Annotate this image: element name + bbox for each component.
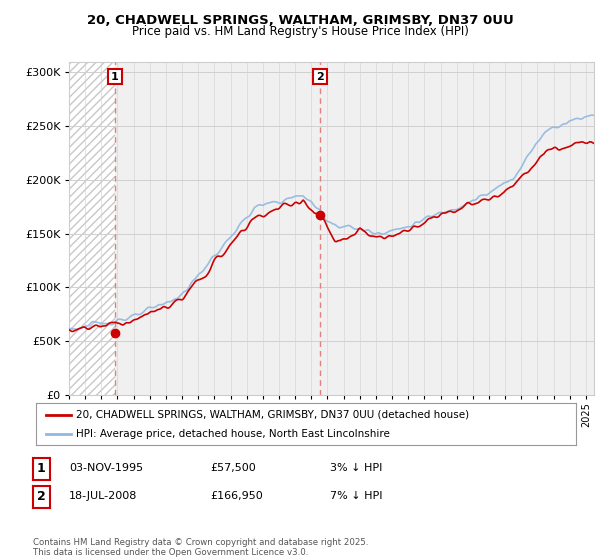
- Text: 20, CHADWELL SPRINGS, WALTHAM, GRIMSBY, DN37 0UU (detached house): 20, CHADWELL SPRINGS, WALTHAM, GRIMSBY, …: [77, 409, 470, 419]
- Bar: [69, 62, 115, 395]
- Text: Contains HM Land Registry data © Crown copyright and database right 2025.
This d: Contains HM Land Registry data © Crown c…: [33, 538, 368, 557]
- Bar: [69, 62, 115, 395]
- Text: 1: 1: [37, 462, 46, 475]
- Text: £166,950: £166,950: [210, 491, 263, 501]
- Text: Price paid vs. HM Land Registry's House Price Index (HPI): Price paid vs. HM Land Registry's House …: [131, 25, 469, 38]
- Text: 2: 2: [37, 490, 46, 503]
- Text: 20, CHADWELL SPRINGS, WALTHAM, GRIMSBY, DN37 0UU: 20, CHADWELL SPRINGS, WALTHAM, GRIMSBY, …: [86, 14, 514, 27]
- Text: £57,500: £57,500: [210, 463, 256, 473]
- Text: 1: 1: [111, 72, 119, 82]
- Text: 3% ↓ HPI: 3% ↓ HPI: [330, 463, 382, 473]
- Text: HPI: Average price, detached house, North East Lincolnshire: HPI: Average price, detached house, Nort…: [77, 429, 391, 439]
- Text: 03-NOV-1995: 03-NOV-1995: [69, 463, 143, 473]
- Text: 7% ↓ HPI: 7% ↓ HPI: [330, 491, 383, 501]
- Text: 18-JUL-2008: 18-JUL-2008: [69, 491, 137, 501]
- Text: 2: 2: [316, 72, 324, 82]
